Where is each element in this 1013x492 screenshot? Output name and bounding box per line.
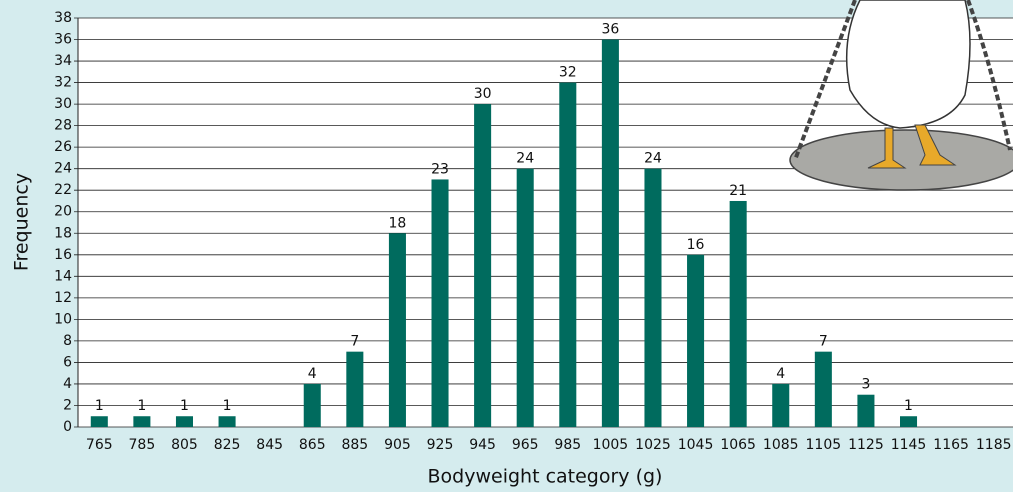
y-tick-label: 22	[54, 182, 72, 198]
y-axis-label: Frequency	[11, 173, 33, 271]
y-tick-label: 6	[63, 354, 72, 370]
bar	[815, 352, 832, 427]
bar	[346, 352, 363, 427]
data-label: 7	[350, 334, 359, 350]
x-tick-label: 885	[341, 437, 368, 453]
x-tick-label: 1145	[891, 437, 927, 453]
data-label: 18	[389, 215, 407, 231]
data-label: 24	[516, 151, 534, 167]
x-tick-label: 905	[384, 437, 411, 453]
x-tick-label: 945	[469, 437, 496, 453]
bar	[602, 40, 619, 427]
bar	[644, 169, 661, 427]
data-label: 7	[819, 334, 828, 350]
bar	[133, 416, 150, 427]
bar	[474, 104, 491, 427]
data-label: 32	[559, 65, 577, 81]
bar	[559, 83, 576, 427]
data-label: 23	[431, 161, 449, 177]
x-tick-label: 805	[171, 437, 198, 453]
data-label: 1	[137, 398, 146, 414]
data-label: 3	[861, 377, 870, 393]
y-tick-label: 30	[54, 96, 72, 112]
y-tick-label: 2	[63, 397, 72, 413]
x-tick-label: 785	[129, 437, 156, 453]
y-tick-label: 32	[54, 75, 72, 91]
data-label: 1	[95, 398, 104, 414]
bar	[900, 416, 917, 427]
data-label: 16	[687, 237, 705, 253]
bar	[91, 416, 108, 427]
y-tick-label: 14	[54, 268, 72, 284]
data-label: 36	[601, 22, 619, 38]
bar	[517, 169, 534, 427]
y-tick-label: 12	[54, 290, 72, 306]
bar	[857, 395, 874, 427]
y-tick-label: 16	[54, 247, 72, 263]
bar	[176, 416, 193, 427]
x-tick-label: 765	[86, 437, 113, 453]
y-tick-label: 18	[54, 225, 72, 241]
x-tick-label: 1025	[635, 437, 671, 453]
data-label: 1	[904, 398, 913, 414]
y-tick-label: 0	[63, 419, 72, 435]
data-label: 4	[308, 366, 317, 382]
page: Frequency Bodyweight category (g) 024681…	[0, 0, 1013, 492]
x-tick-label: 825	[214, 437, 241, 453]
y-tick-label: 8	[63, 333, 72, 349]
bar	[687, 255, 704, 427]
data-label: 24	[644, 151, 662, 167]
x-tick-label: 985	[554, 437, 581, 453]
chart: Frequency Bodyweight category (g) 024681…	[0, 0, 1013, 492]
y-tick-label: 10	[54, 311, 72, 327]
bar	[772, 384, 789, 427]
x-tick-label: 1085	[763, 437, 799, 453]
x-tick-label: 965	[512, 437, 539, 453]
bar	[219, 416, 236, 427]
x-tick-label: 1065	[720, 437, 756, 453]
data-label: 30	[474, 86, 492, 102]
x-tick-label: 1005	[593, 437, 629, 453]
bar	[304, 384, 321, 427]
data-label: 1	[180, 398, 189, 414]
y-tick-label: 20	[54, 204, 72, 220]
data-label: 21	[729, 183, 747, 199]
x-axis-label: Bodyweight category (g)	[428, 466, 663, 488]
bar	[432, 179, 449, 427]
x-tick-label: 925	[427, 437, 454, 453]
x-tick-label: 1165	[933, 437, 969, 453]
y-tick-label: 4	[63, 376, 72, 392]
x-tick-label: 845	[256, 437, 283, 453]
y-tick-label: 38	[54, 10, 72, 26]
x-tick-label: 1125	[848, 437, 884, 453]
y-tick-label: 28	[54, 118, 72, 134]
x-tick-label: 865	[299, 437, 326, 453]
data-label: 1	[223, 398, 232, 414]
x-tick-label: 1045	[678, 437, 714, 453]
data-label: 4	[776, 366, 785, 382]
x-tick-label: 1105	[806, 437, 842, 453]
bar	[730, 201, 747, 427]
y-tick-label: 26	[54, 139, 72, 155]
y-tick-label: 34	[54, 53, 72, 69]
bar	[389, 233, 406, 427]
y-tick-label: 36	[54, 32, 72, 48]
y-tick-label: 24	[54, 161, 72, 177]
x-tick-label: 1185	[976, 437, 1012, 453]
